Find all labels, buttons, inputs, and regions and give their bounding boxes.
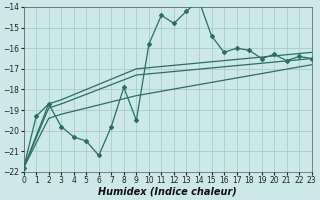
X-axis label: Humidex (Indice chaleur): Humidex (Indice chaleur) bbox=[98, 187, 237, 197]
